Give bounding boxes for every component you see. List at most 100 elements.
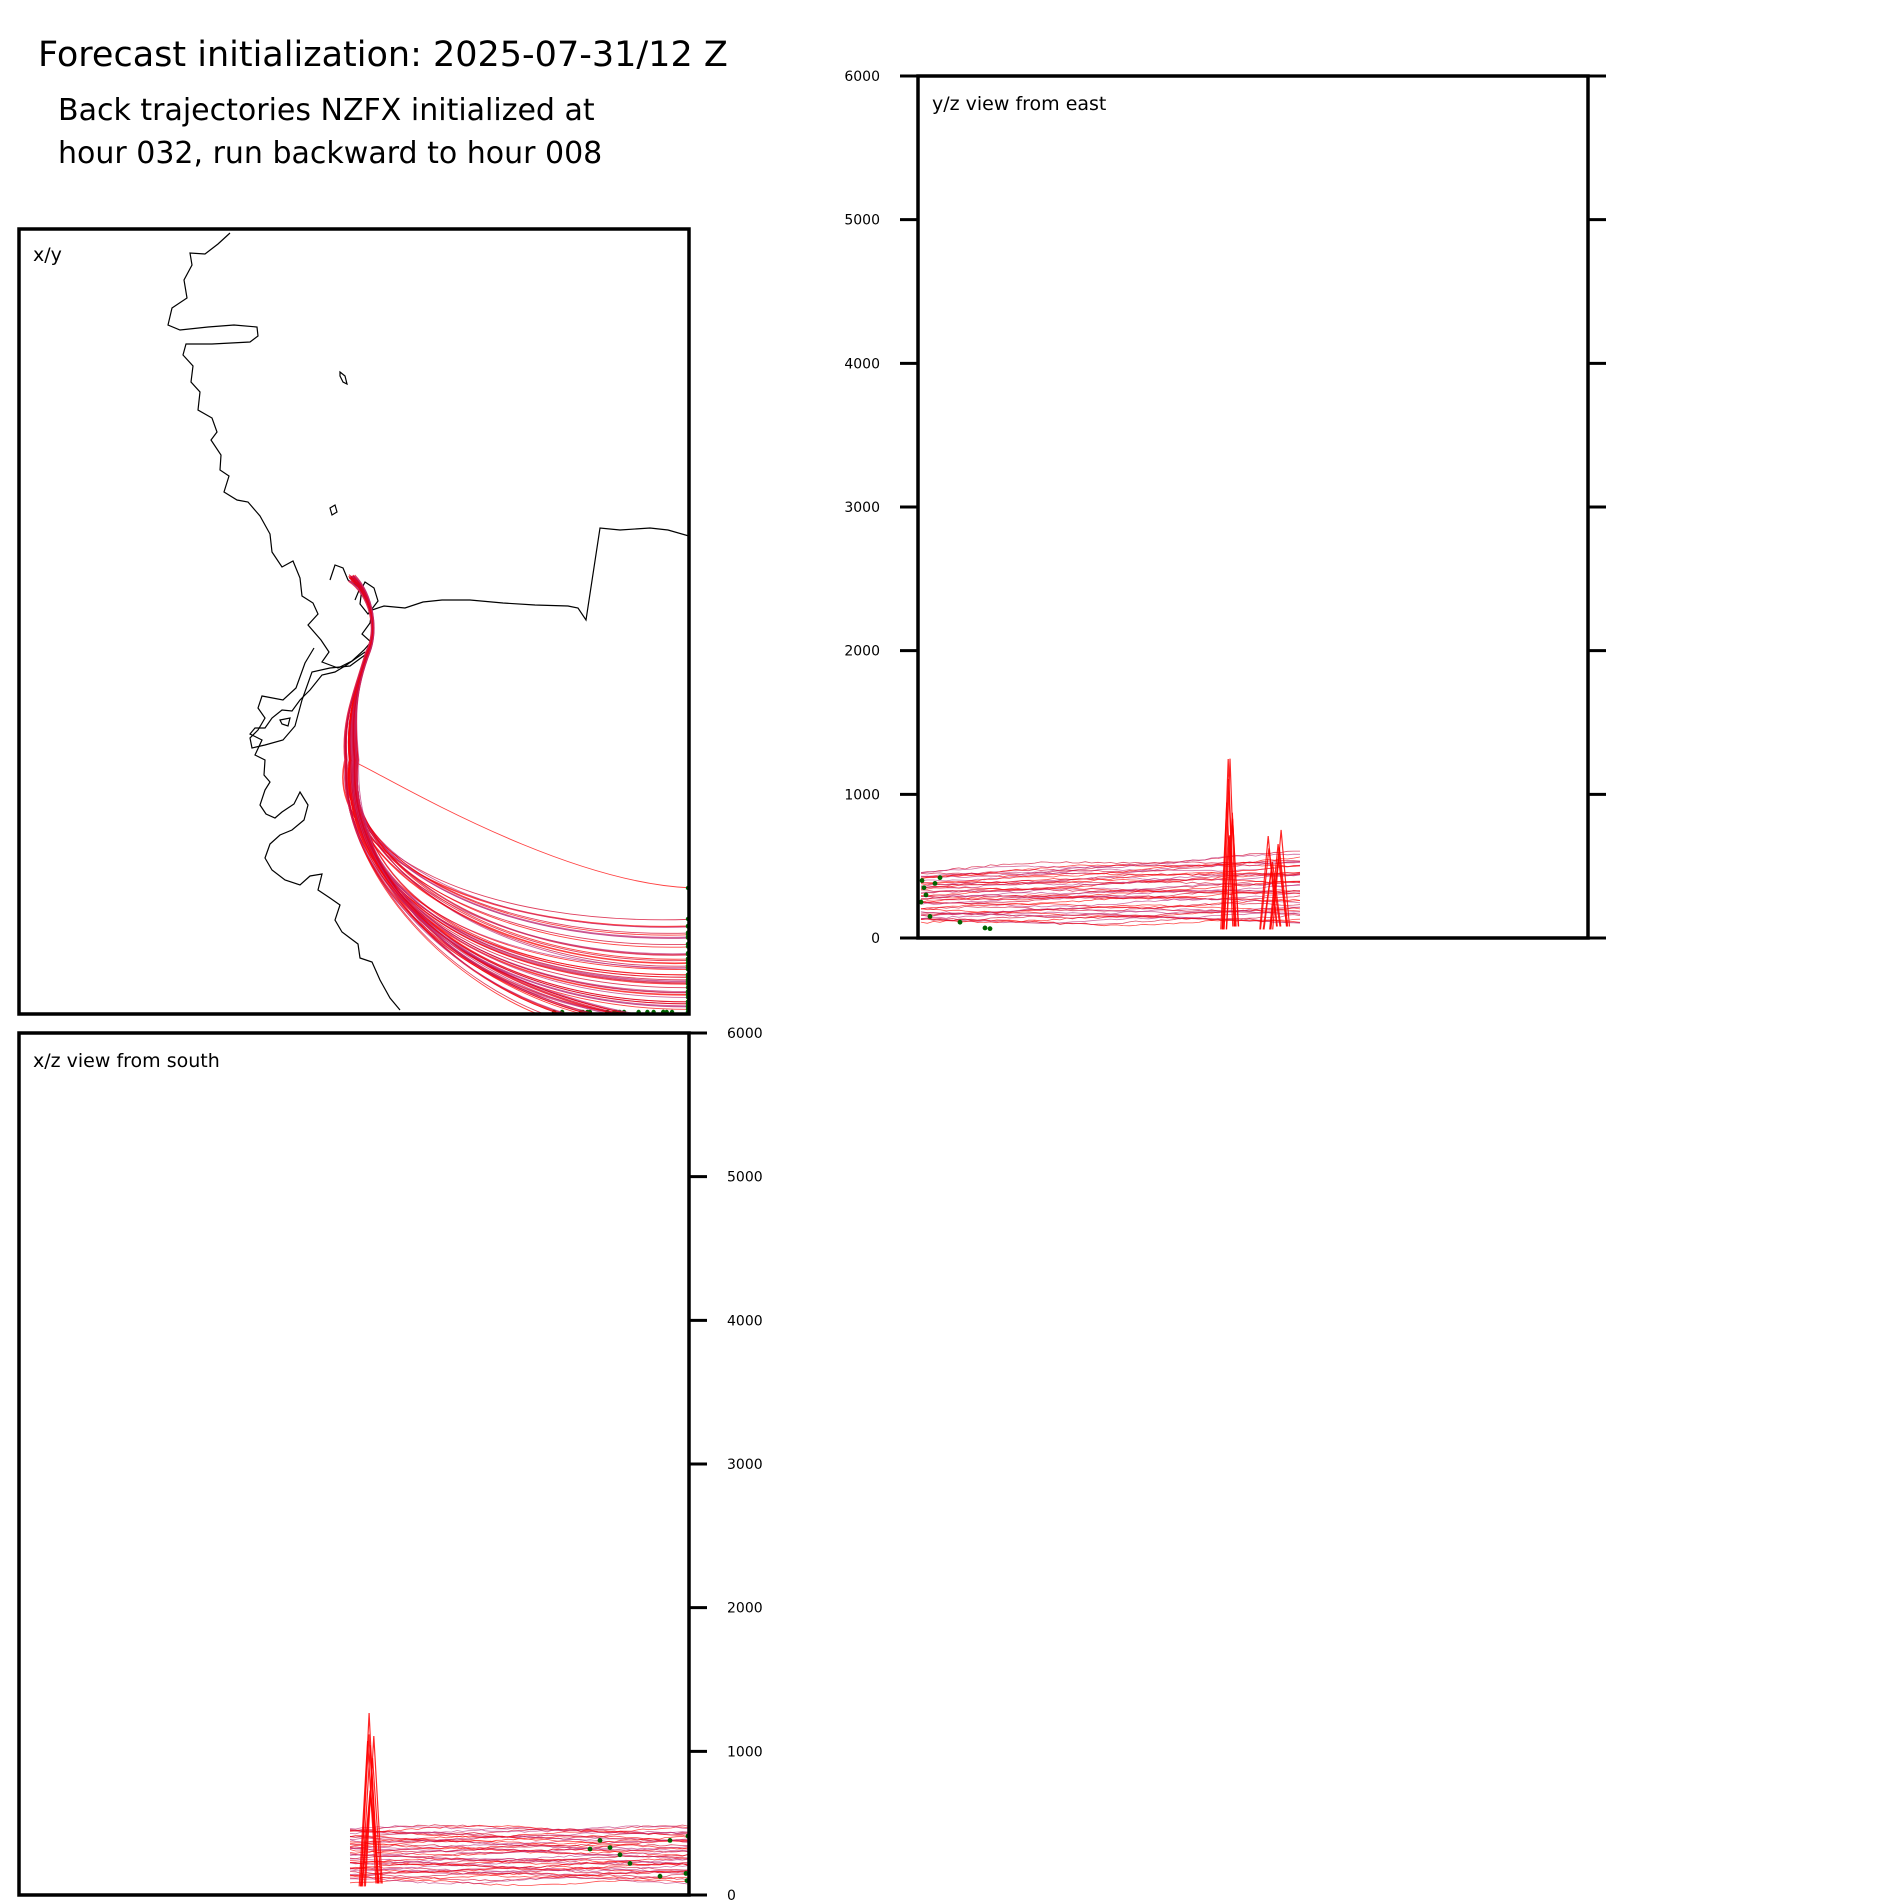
xz-traj-endpoint-marker xyxy=(627,1860,633,1866)
yz-traj-line xyxy=(921,864,1301,878)
xz-traj-spike xyxy=(360,1712,379,1887)
xz-tick-label: 4000 xyxy=(727,1313,763,1329)
coastline xyxy=(167,232,689,1011)
xy-trajectories xyxy=(342,574,689,1014)
xz-traj-line xyxy=(349,1874,689,1882)
xz-traj-line xyxy=(349,1841,688,1850)
yz-traj-endpoint-marker xyxy=(919,878,925,883)
yz-traj-endpoint-marker xyxy=(923,892,929,898)
xy-trajectory-line xyxy=(351,575,689,993)
xy-trajectory-line xyxy=(350,578,689,1007)
xz-traj-line xyxy=(349,1864,689,1872)
xy-frame xyxy=(17,227,691,1016)
xz-yaxis: 0 1000 2000 3000 4000 5000 6000 xyxy=(689,1026,763,1900)
xz-traj-spike xyxy=(364,1735,383,1887)
yz-traj-line xyxy=(920,864,1301,882)
xy-trajectory-line xyxy=(351,576,689,1008)
xy-trajectory-line xyxy=(350,575,689,985)
yz-traj-endpoint-marker xyxy=(927,914,933,919)
xy-trajectory-line xyxy=(351,578,689,939)
xz-traj-line xyxy=(349,1834,689,1842)
yz-traj-endpoint-marker xyxy=(921,885,927,891)
xy-trajectory-line xyxy=(343,580,640,1014)
xz-traj-line xyxy=(349,1835,689,1844)
yz-traj-line xyxy=(920,911,1301,920)
xy-trajectory-line xyxy=(348,576,689,984)
yz-tick-label: 5000 xyxy=(844,213,880,229)
yz-tick-label: 3000 xyxy=(844,500,880,516)
xy-trajectory-line xyxy=(353,577,689,934)
xz-traj-line xyxy=(349,1824,689,1832)
xz-traj-endpoint-marker xyxy=(587,1846,593,1852)
yz-traj-spike xyxy=(1223,835,1237,930)
yz-traj-endpoint-marker xyxy=(932,881,938,886)
xy-trajectory-line xyxy=(353,575,689,936)
xy-panel-label: x/y xyxy=(33,244,62,266)
yz-traj-endpoint-marker xyxy=(957,919,963,925)
yz-traj-line xyxy=(920,853,1301,874)
yz-tick-label: 1000 xyxy=(844,787,880,803)
xy-trajectory-line xyxy=(353,580,634,1014)
figure-subtitle-line2: hour 032, run backward to hour 008 xyxy=(58,136,602,171)
yz-traj-line xyxy=(920,856,1301,879)
xy-trajectory-line xyxy=(353,577,619,1014)
xz-traj-endpoint-marker xyxy=(683,1871,689,1876)
yz-tick-label: 4000 xyxy=(844,356,880,372)
xy-panel: x/y xyxy=(17,227,691,1016)
yz-tick-label: 0 xyxy=(871,931,880,947)
yz-traj-line xyxy=(920,904,1301,913)
yz-traj-line xyxy=(920,871,1301,885)
xy-trajectory-line xyxy=(344,576,689,976)
xy-trajectory-line xyxy=(352,575,626,1014)
xz-traj-line xyxy=(349,1839,689,1847)
xy-trajectory-line xyxy=(352,580,689,994)
yz-traj-line xyxy=(920,913,1301,922)
xz-traj-line xyxy=(349,1857,689,1866)
xy-trajectory-line xyxy=(346,575,689,921)
xz-traj-line xyxy=(349,1830,689,1838)
xz-traj-line xyxy=(349,1839,689,1847)
xy-trajectory-line xyxy=(345,574,546,1014)
xy-trajectory-line xyxy=(342,580,689,928)
yz-yaxis: 0 1000 2000 3000 4000 5000 6000 xyxy=(844,69,1606,947)
yz-panel: y/z view from east 0 1000 2000 3000 4000 5000… xyxy=(844,69,1606,947)
xz-traj-spike xyxy=(363,1758,382,1887)
yz-traj-line xyxy=(920,865,1301,886)
xz-traj-line xyxy=(349,1835,689,1844)
yz-traj-line xyxy=(920,861,1301,879)
xz-traj-endpoint-marker xyxy=(617,1852,623,1858)
xz-traj-line xyxy=(349,1872,689,1880)
yz-panel-label: y/z view from east xyxy=(932,93,1106,115)
xz-panel-label: x/z view from south xyxy=(33,1050,220,1072)
yz-traj-endpoint-marker xyxy=(918,899,924,905)
yz-traj-line xyxy=(920,860,1301,880)
xz-traj-endpoint-marker xyxy=(667,1838,673,1843)
xy-trajectory-line xyxy=(344,574,599,1014)
yz-traj-spike xyxy=(1269,859,1288,930)
xz-tick-label: 2000 xyxy=(727,1601,763,1617)
xy-trajectory-line xyxy=(348,577,689,992)
xz-frame xyxy=(17,1031,691,1897)
yz-traj-spike xyxy=(1272,829,1291,930)
xz-tick-label: 1000 xyxy=(727,1744,763,1760)
xz-trajectories xyxy=(349,1712,689,1887)
xz-traj-line xyxy=(349,1876,689,1885)
xz-tick-label: 5000 xyxy=(727,1170,763,1186)
xz-traj-line xyxy=(349,1826,689,1835)
xy-trajectory-line xyxy=(354,580,585,1014)
xz-traj-endpoint-marker xyxy=(607,1845,613,1850)
yz-traj-spike xyxy=(1223,758,1237,930)
yz-traj-line xyxy=(920,881,1300,894)
yz-traj-line xyxy=(920,874,1301,889)
yz-tick-label: 2000 xyxy=(844,644,880,660)
xy-trajectory-line xyxy=(354,576,689,1005)
xz-panel: x/z view from south 0 1000 2000 3000 4000 500… xyxy=(17,1026,763,1900)
yz-traj-endpoint-marker xyxy=(982,925,988,931)
yz-tick-label: 6000 xyxy=(844,69,880,85)
yz-frame xyxy=(916,74,1590,940)
xz-traj-line xyxy=(349,1825,689,1833)
xz-traj-line xyxy=(349,1824,689,1833)
xz-tick-label: 6000 xyxy=(727,1026,763,1042)
yz-traj-line xyxy=(920,872,1301,886)
